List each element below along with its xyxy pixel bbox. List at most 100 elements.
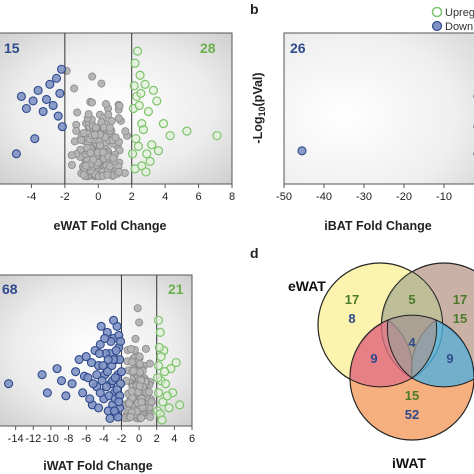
nonsignificant-point xyxy=(97,79,106,88)
panel-a-down-points xyxy=(11,64,67,159)
nonsignificant-point xyxy=(144,387,153,396)
down-point xyxy=(96,321,106,331)
up-point xyxy=(130,58,140,68)
up-point xyxy=(153,315,164,325)
venn-center-count: 4 xyxy=(408,335,416,350)
venn-b-only-down: 15 xyxy=(453,311,467,326)
venn-e-b-count: 5 xyxy=(408,292,415,307)
x-tick-label: -6 xyxy=(81,433,91,445)
up-point xyxy=(152,96,162,106)
up-point xyxy=(165,131,175,141)
nonsignificant-point xyxy=(98,148,107,157)
nonsignificant-point xyxy=(133,304,142,313)
down-point xyxy=(101,382,112,392)
down-point xyxy=(102,367,112,377)
panel-b-ibat-volcano: b Upreg Down 26 -Log10(pVal) -50 -40 -30 -2… xyxy=(250,1,474,233)
nonsignificant-point xyxy=(128,358,137,367)
nonsignificant-point xyxy=(146,412,155,421)
down-point xyxy=(114,397,124,407)
panel-a-up-points xyxy=(127,46,222,177)
nonsignificant-point xyxy=(135,318,144,327)
down-point xyxy=(51,73,62,83)
nonsignificant-point xyxy=(70,84,79,93)
panel-c-up-points xyxy=(153,315,185,425)
panel-c-down-count: 68 xyxy=(2,281,18,297)
venn-i-only-down: 52 xyxy=(405,407,419,422)
nonsignificant-point xyxy=(115,101,124,110)
nonsignificant-point xyxy=(86,149,95,158)
down-point xyxy=(86,358,97,368)
up-point xyxy=(134,100,144,111)
nonsignificant-point xyxy=(109,154,118,163)
panel-b-down-points xyxy=(297,94,474,156)
nonsignificant-point xyxy=(89,155,98,164)
down-point xyxy=(95,388,105,398)
nonsignificant-point xyxy=(84,110,93,119)
panel-b-x-axis-title: iBAT Fold Change xyxy=(324,219,431,233)
x-tick-label: -20 xyxy=(396,191,412,203)
panel-a-nonsignificant-points xyxy=(62,66,132,181)
up-point xyxy=(131,134,141,144)
up-point xyxy=(127,149,138,159)
x-tick-label: -10 xyxy=(43,433,59,445)
down-point xyxy=(16,91,26,101)
up-point xyxy=(140,79,150,89)
nonsignificant-point xyxy=(125,399,134,408)
down-point xyxy=(48,100,58,111)
down-point xyxy=(93,403,104,413)
down-point xyxy=(116,367,127,377)
down-point xyxy=(53,111,63,121)
down-point xyxy=(94,348,104,359)
down-point xyxy=(4,379,14,389)
down-point xyxy=(108,315,119,325)
down-point xyxy=(92,370,102,380)
up-point xyxy=(160,379,171,389)
down-point xyxy=(57,122,67,132)
up-point xyxy=(148,85,159,95)
up-point xyxy=(212,131,222,141)
down-point xyxy=(21,103,31,114)
x-tick-label: -14 xyxy=(8,433,24,445)
down-point xyxy=(111,345,121,356)
nonsignificant-point xyxy=(129,366,138,375)
down-point xyxy=(109,406,119,416)
nonsignificant-point xyxy=(91,123,100,132)
down-point xyxy=(30,134,40,144)
nonsignificant-point xyxy=(127,387,136,396)
down-point xyxy=(38,106,48,117)
up-point xyxy=(158,397,168,407)
down-point xyxy=(81,351,91,362)
panel-c-x-ticks: -14 -12 -10 -8 -6 -4 -2 0 2 4 6 xyxy=(8,426,195,445)
x-tick-label: -40 xyxy=(316,191,332,203)
down-point xyxy=(83,373,93,383)
down-point xyxy=(11,149,21,159)
down-point xyxy=(95,339,105,350)
up-point xyxy=(158,118,169,129)
down-point xyxy=(297,146,307,156)
venn-overlap-center xyxy=(386,314,438,379)
up-point xyxy=(132,46,143,56)
venn-b-only-up: 17 xyxy=(453,292,467,307)
nonsignificant-point xyxy=(114,114,123,123)
nonsignificant-point xyxy=(135,352,144,361)
down-point xyxy=(37,370,47,380)
nonsignificant-point xyxy=(121,127,130,136)
nonsignificant-point xyxy=(67,161,76,170)
venn-b-i-count: 9 xyxy=(446,351,453,366)
nonsignificant-point xyxy=(135,359,144,368)
nonsignificant-point xyxy=(90,130,99,139)
down-point xyxy=(28,96,38,106)
nonsignificant-point xyxy=(137,413,146,422)
nonsignificant-point xyxy=(82,161,91,170)
x-tick-label: 2 xyxy=(129,191,135,203)
down-point xyxy=(105,413,115,424)
x-tick-label: 6 xyxy=(189,433,195,445)
x-tick-label: -12 xyxy=(25,433,41,445)
nonsignificant-point xyxy=(88,72,97,81)
down-point xyxy=(41,94,52,104)
up-point xyxy=(143,106,154,117)
down-point xyxy=(98,361,108,371)
down-point xyxy=(67,379,77,389)
